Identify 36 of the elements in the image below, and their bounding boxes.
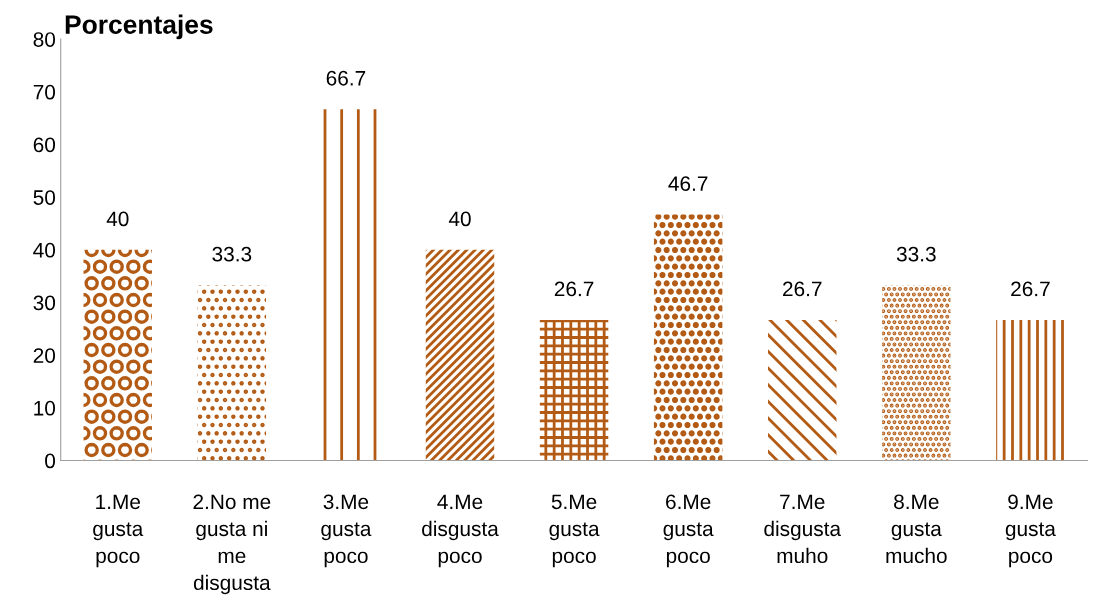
data-label: 33.3 [212, 246, 252, 262]
x-tick-label: 3.Me gusta poco [321, 494, 372, 568]
y-tick-label: 70 [33, 84, 56, 100]
y-tick-label: 80 [33, 32, 56, 47]
x-tick-label: 8.Me gusta mucho [886, 494, 947, 564]
x-tick-label: 1.Me gusta poco [93, 494, 144, 568]
data-label: 46.7 [668, 176, 708, 191]
x-tick-label: 2.No me gusta ni me disgusta [193, 494, 271, 595]
bar [425, 249, 495, 461]
y-tick-label: 60 [33, 137, 56, 153]
bar [653, 214, 723, 461]
x-tick-label: 4.Me disgusta poco [422, 494, 499, 568]
bar [768, 319, 837, 461]
bar [83, 249, 152, 461]
bar [882, 285, 951, 461]
data-label: 26.7 [1011, 281, 1050, 297]
data-label: 66.7 [326, 70, 366, 86]
y-tick-label: 10 [34, 400, 56, 416]
y-tick-label: 40 [33, 242, 56, 258]
x-tick-label: 6.Me gusta poco [663, 494, 714, 568]
bar [539, 319, 609, 461]
data-label: 40 [448, 211, 471, 227]
y-tick-label: 20 [33, 348, 56, 363]
data-label: 33.3 [896, 246, 936, 262]
chart-title: Porcentajes [65, 14, 213, 40]
data-label: 40 [106, 211, 129, 227]
bar [996, 319, 1065, 461]
x-tick-label: 7.Me disgusta muho [764, 494, 842, 564]
y-tick-label: 50 [33, 190, 56, 205]
bar [197, 285, 267, 461]
data-label: 26.7 [783, 281, 822, 297]
x-tick-label: 9.Me gusta poco [1005, 494, 1056, 568]
y-tick-label: 30 [33, 295, 56, 311]
x-tick-label: 5.Me gusta poco [549, 494, 600, 568]
data-label: 26.7 [554, 281, 594, 297]
y-tick-label: 0 [45, 453, 56, 469]
